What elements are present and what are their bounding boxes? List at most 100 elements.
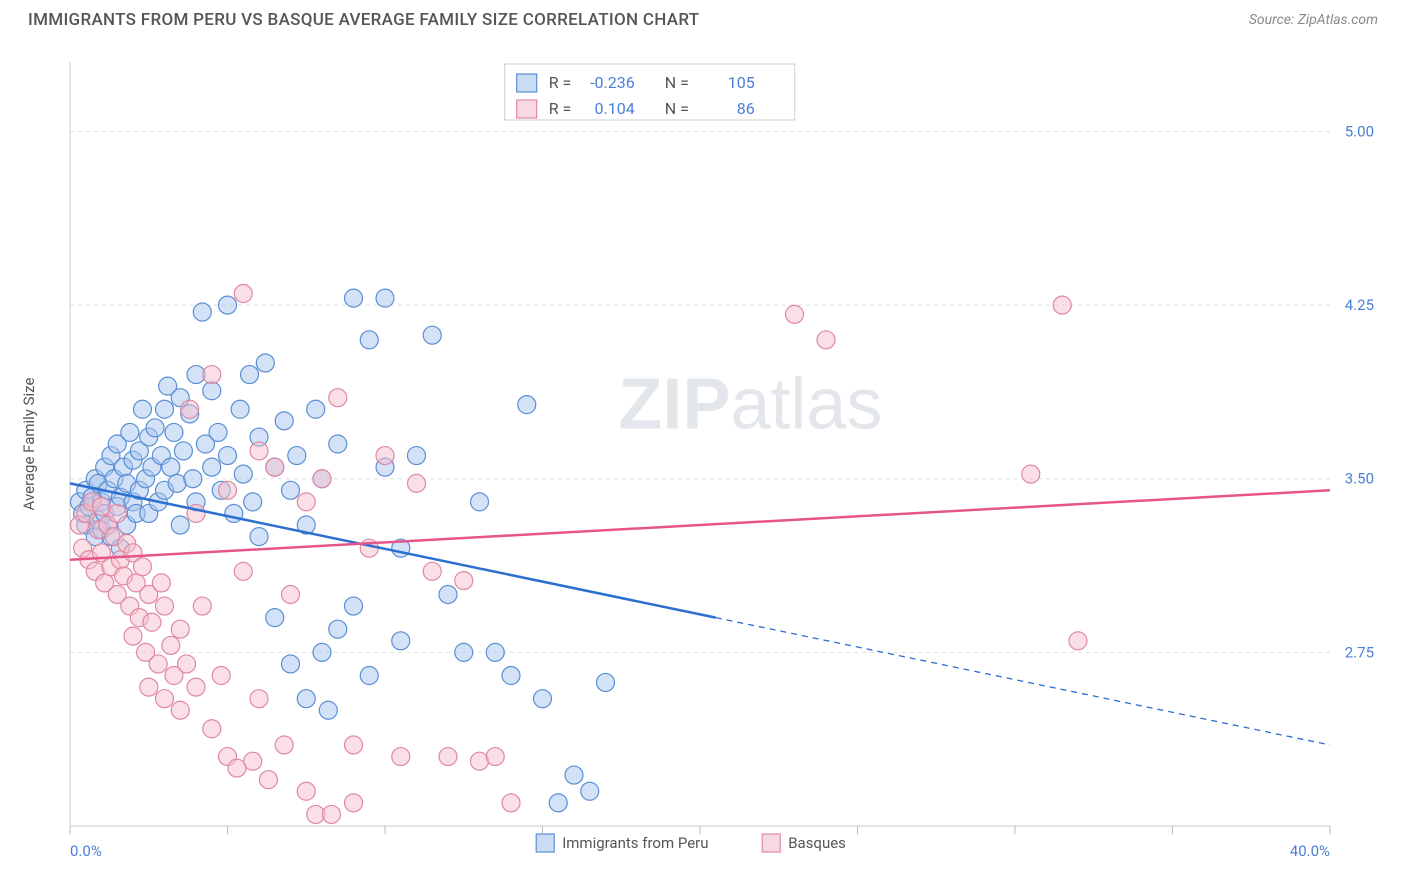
scatter-point-basques <box>297 782 315 800</box>
scatter-point-basques <box>345 794 363 812</box>
scatter-point-peru <box>241 366 259 384</box>
scatter-point-basques <box>313 470 331 488</box>
scatter-point-peru <box>502 667 520 685</box>
legend-n-value-peru: 105 <box>728 73 755 92</box>
scatter-point-peru <box>282 655 300 673</box>
scatter-point-basques <box>266 458 284 476</box>
scatter-point-peru <box>256 354 274 372</box>
source-credit: Source: ZipAtlas.com <box>1249 12 1378 28</box>
scatter-point-basques <box>322 805 340 823</box>
scatter-point-basques <box>143 613 161 631</box>
scatter-point-basques <box>234 285 252 303</box>
scatter-point-peru <box>297 690 315 708</box>
scatter-point-basques <box>345 736 363 754</box>
y-tick-label: 5.00 <box>1345 122 1374 140</box>
scatter-point-basques <box>156 690 174 708</box>
bottom-legend-label-peru: Immigrants from Peru <box>562 834 708 852</box>
scatter-point-basques <box>193 597 211 615</box>
scatter-point-basques <box>786 305 804 323</box>
scatter-point-basques <box>282 585 300 603</box>
legend-n-label: N = <box>665 99 689 118</box>
scatter-point-peru <box>376 289 394 307</box>
scatter-point-peru <box>244 493 262 511</box>
scatter-point-basques <box>178 655 196 673</box>
scatter-point-peru <box>345 289 363 307</box>
scatter-point-peru <box>408 447 426 465</box>
scatter-point-basques <box>152 574 170 592</box>
header: IMMIGRANTS FROM PERU VS BASQUE AVERAGE F… <box>0 0 1406 36</box>
scatter-point-basques <box>423 562 441 580</box>
scatter-point-peru <box>165 423 183 441</box>
scatter-point-peru <box>156 400 174 418</box>
bottom-legend-swatch-peru <box>536 834 554 852</box>
scatter-point-basques <box>392 748 410 766</box>
scatter-point-basques <box>187 678 205 696</box>
y-tick-label: 2.75 <box>1345 643 1374 661</box>
scatter-point-basques <box>1069 632 1087 650</box>
legend-r-value-basques: 0.104 <box>595 99 635 118</box>
scatter-point-peru <box>423 326 441 344</box>
scatter-point-peru <box>534 690 552 708</box>
scatter-point-basques <box>486 748 504 766</box>
scatter-point-peru <box>121 423 139 441</box>
page-title: IMMIGRANTS FROM PERU VS BASQUE AVERAGE F… <box>28 10 699 30</box>
x-min-label: 0.0% <box>70 842 102 860</box>
scatter-point-basques <box>171 620 189 638</box>
scatter-point-peru <box>313 643 331 661</box>
scatter-point-basques <box>408 474 426 492</box>
scatter-point-peru <box>549 794 567 812</box>
scatter-point-basques <box>455 572 473 590</box>
scatter-point-basques <box>234 562 252 580</box>
scatter-point-basques <box>244 752 262 770</box>
scatter-point-peru <box>581 782 599 800</box>
scatter-point-peru <box>565 766 583 784</box>
correlation-chart: ZIPatlas2.753.504.255.000.0%40.0%Average… <box>20 46 1386 872</box>
y-tick-label: 3.50 <box>1345 470 1374 488</box>
scatter-point-basques <box>108 504 126 522</box>
scatter-point-basques <box>275 736 293 754</box>
watermark: ZIPatlas <box>618 365 882 445</box>
scatter-point-basques <box>1053 296 1071 314</box>
scatter-point-peru <box>329 435 347 453</box>
bottom-legend-label-basques: Basques <box>788 834 846 852</box>
scatter-point-basques <box>250 690 268 708</box>
scatter-point-basques <box>181 400 199 418</box>
scatter-point-peru <box>288 447 306 465</box>
scatter-point-peru <box>597 673 615 691</box>
scatter-point-peru <box>307 400 325 418</box>
scatter-point-basques <box>140 678 158 696</box>
scatter-point-basques <box>162 636 180 654</box>
scatter-point-peru <box>162 458 180 476</box>
scatter-point-peru <box>219 296 237 314</box>
scatter-point-basques <box>329 389 347 407</box>
scatter-point-peru <box>209 423 227 441</box>
scatter-point-peru <box>471 493 489 511</box>
scatter-point-peru <box>146 419 164 437</box>
scatter-point-peru <box>455 643 473 661</box>
scatter-point-peru <box>266 609 284 627</box>
scatter-point-peru <box>518 396 536 414</box>
x-max-label: 40.0% <box>1290 842 1330 860</box>
scatter-point-basques <box>203 720 221 738</box>
scatter-point-peru <box>329 620 347 638</box>
scatter-point-basques <box>502 794 520 812</box>
scatter-point-peru <box>360 331 378 349</box>
scatter-point-peru <box>193 303 211 321</box>
scatter-point-peru <box>282 481 300 499</box>
scatter-point-basques <box>817 331 835 349</box>
legend-r-label: R = <box>549 73 572 92</box>
legend-swatch-peru <box>517 74 537 92</box>
scatter-point-peru <box>360 667 378 685</box>
scatter-point-basques <box>250 442 268 460</box>
scatter-point-peru <box>133 400 151 418</box>
scatter-point-peru <box>203 458 221 476</box>
scatter-point-peru <box>203 382 221 400</box>
scatter-point-basques <box>124 627 142 645</box>
scatter-point-peru <box>231 400 249 418</box>
scatter-point-peru <box>250 528 268 546</box>
scatter-point-basques <box>259 771 277 789</box>
legend-swatch-basques <box>517 100 537 118</box>
trend-extrapolation-peru <box>716 618 1330 745</box>
scatter-point-basques <box>219 481 237 499</box>
scatter-point-peru <box>184 470 202 488</box>
